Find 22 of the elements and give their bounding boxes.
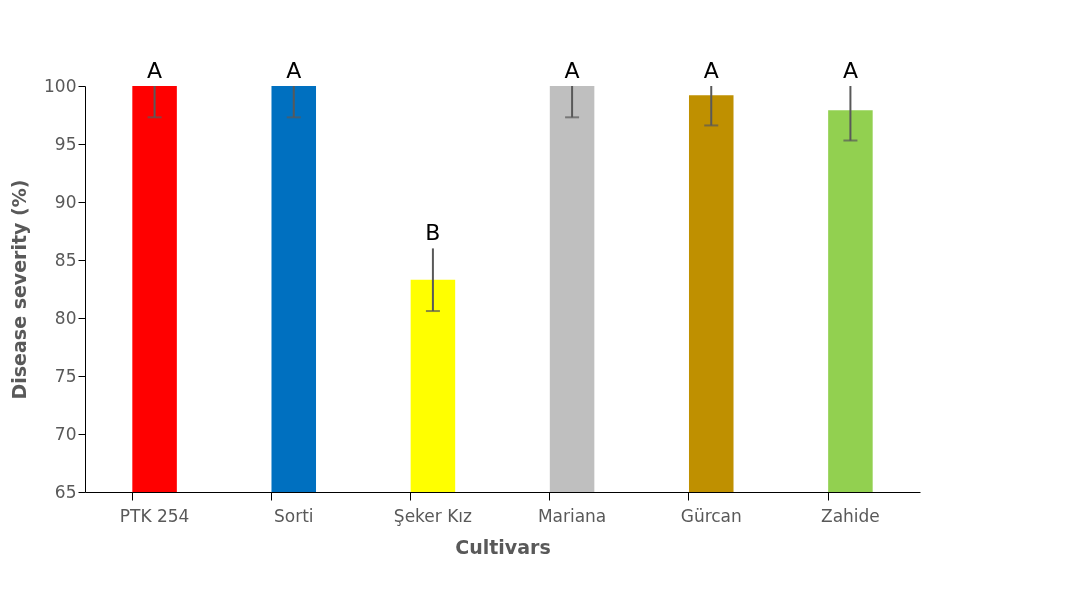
- x-tick-label: Mariana: [537, 505, 607, 526]
- y-tick-label: 80: [54, 307, 77, 328]
- y-tick-label: 65: [54, 481, 77, 502]
- x-axis-title: Cultivars: [455, 535, 551, 558]
- annotation: A: [703, 58, 719, 83]
- y-axis-title: Disease severity (%): [8, 179, 31, 400]
- annotation: A: [286, 58, 302, 83]
- annotation: B: [425, 220, 441, 246]
- x-tick-label: Sorti: [273, 505, 314, 526]
- annotation: A: [842, 58, 858, 83]
- y-tick-label: 85: [54, 249, 77, 270]
- annotation: A: [147, 58, 163, 83]
- y-tick-label: 100: [44, 75, 77, 96]
- y-tick-label: 90: [54, 191, 77, 212]
- annotation: A: [564, 58, 580, 83]
- y-tick-label: 70: [54, 423, 77, 444]
- x-tick-label: Şeker Kız: [393, 505, 473, 526]
- x-tick-label: PTK 254: [119, 505, 190, 526]
- x-tick-label: Gürcan: [680, 505, 742, 526]
- y-tick-label: 95: [54, 133, 77, 154]
- y-tick-label: 75: [54, 365, 77, 386]
- x-tick-label: Zahide: [821, 505, 880, 526]
